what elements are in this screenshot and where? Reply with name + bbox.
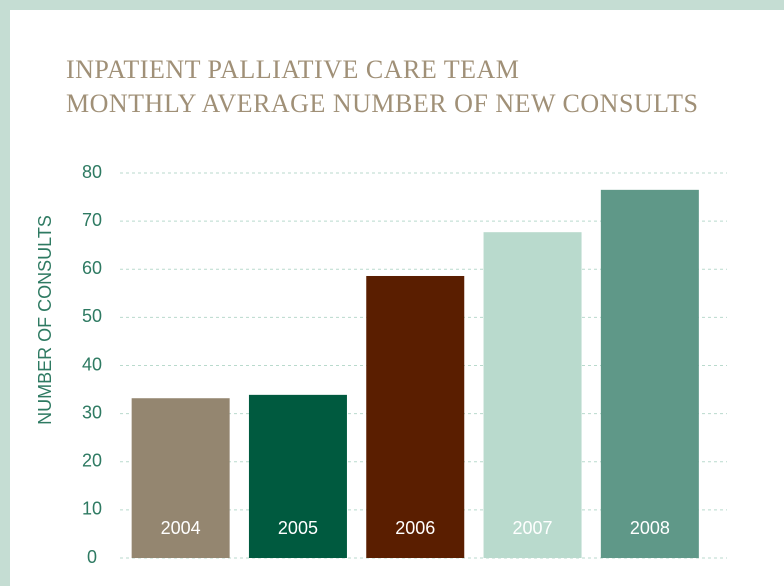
- y-tick-label: 30: [82, 402, 102, 422]
- y-tick-label: 70: [82, 210, 102, 230]
- chart-title: MONTHLY AVERAGE NUMBER OF NEW CONSULTS: [66, 89, 699, 118]
- x-tick-label: 2005: [278, 518, 318, 538]
- bar: [131, 398, 230, 558]
- x-tick-label: 2006: [395, 518, 435, 538]
- y-tick-label: 40: [82, 354, 102, 374]
- bar: [248, 394, 347, 558]
- y-tick-label: 10: [82, 499, 102, 519]
- x-tick-label: 2007: [513, 518, 553, 538]
- y-tick-label: 20: [82, 451, 102, 471]
- y-axis-label: NUMBER OF CONSULTS: [35, 215, 55, 425]
- bar: [366, 275, 465, 558]
- chart-title: INPATIENT PALLIATIVE CARE TEAM: [66, 55, 519, 84]
- bar: [600, 189, 699, 558]
- y-tick-label: 80: [82, 162, 102, 182]
- x-tick-label: 2004: [161, 518, 201, 538]
- bar: [483, 232, 582, 558]
- y-tick-label: 50: [82, 306, 102, 326]
- y-tick-label: 60: [82, 258, 102, 278]
- y-tick-label: 0: [87, 547, 97, 567]
- x-tick-label: 2008: [630, 518, 670, 538]
